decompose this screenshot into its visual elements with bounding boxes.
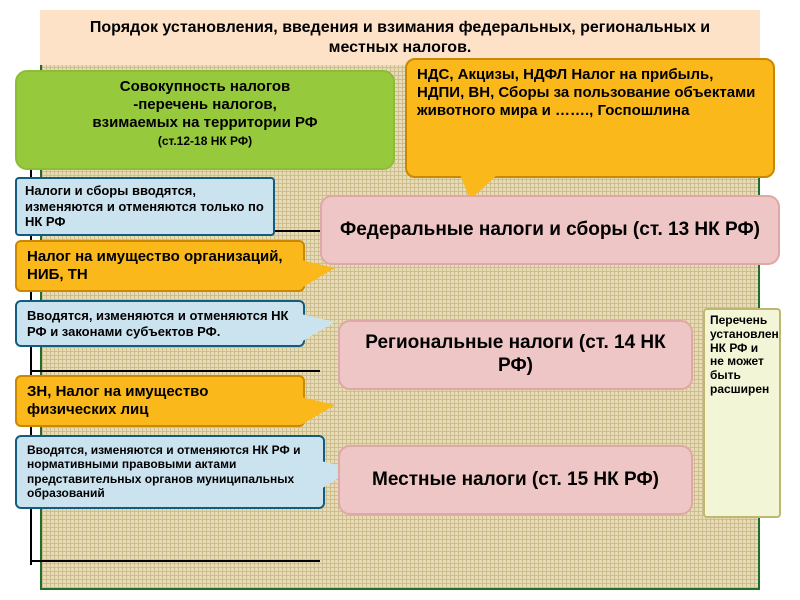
callout-tail-b2-icon — [301, 314, 335, 342]
tree-stub-2 — [30, 370, 320, 372]
tree-stub-3 — [30, 560, 320, 562]
slide-canvas: { "slide": { "title": "Порядок установле… — [0, 0, 800, 600]
pink-box-regional-text: Региональные налоги (ст. 14 НК РФ) — [350, 332, 681, 378]
pink-box-local-text: Местные налоги (ст. 15 НК РФ) — [372, 469, 659, 492]
pink-box-federal-text: Федеральные налоги и сборы (ст. 13 НК РФ… — [340, 219, 760, 242]
orange-callout-text: НДС, Акцизы, НДФЛ Налог на прибыль, НДПИ… — [417, 66, 755, 119]
slide-title-text: Порядок установления, введения и взимани… — [60, 18, 740, 58]
blue-callout-3: Вводятся, изменяются и отменяются НК РФ … — [15, 435, 325, 509]
blue-callout-2: Вводятся, изменяются и отменяются НК РФ … — [15, 300, 305, 347]
green-line2: -перечень налогов, — [27, 96, 383, 114]
pink-box-federal: Федеральные налоги и сборы (ст. 13 НК РФ… — [320, 195, 780, 265]
slide-title: Порядок установления, введения и взимани… — [40, 10, 760, 65]
side-note-text: Перечень установлен НК РФ и не может быт… — [710, 313, 779, 396]
blue-note-1: Налоги и сборы вводятся, изменяются и от… — [15, 177, 275, 236]
orange-callout-2: Налог на имущество организаций, НИБ, ТН — [15, 240, 305, 292]
blue-note-1-text: Налоги и сборы вводятся, изменяются и от… — [25, 183, 264, 229]
callout-tail-3-icon — [301, 397, 335, 425]
orange-callout-taxlist: НДС, Акцизы, НДФЛ Налог на прибыль, НДПИ… — [405, 58, 775, 178]
orange-callout-3: ЗН, Налог на имущество физических лиц — [15, 375, 305, 427]
blue-callout-2-text: Вводятся, изменяются и отменяются НК РФ … — [27, 308, 288, 339]
main-green-box: Совокупность налогов -перечень налогов, … — [15, 70, 395, 170]
pink-box-local: Местные налоги (ст. 15 НК РФ) — [338, 445, 693, 515]
pink-box-regional: Региональные налоги (ст. 14 НК РФ) — [338, 320, 693, 390]
orange-callout-3-text: ЗН, Налог на имущество физических лиц — [27, 383, 208, 418]
orange-callout-2-text: Налог на имущество организаций, НИБ, ТН — [27, 248, 283, 283]
green-line3: взимаемых на территории РФ — [27, 114, 383, 132]
blue-callout-3-text: Вводятся, изменяются и отменяются НК РФ … — [27, 443, 300, 500]
green-sub: (ст.12-18 НК РФ) — [27, 134, 383, 148]
green-line1: Совокупность налогов — [27, 78, 383, 96]
side-note: Перечень установлен НК РФ и не может быт… — [703, 308, 781, 518]
